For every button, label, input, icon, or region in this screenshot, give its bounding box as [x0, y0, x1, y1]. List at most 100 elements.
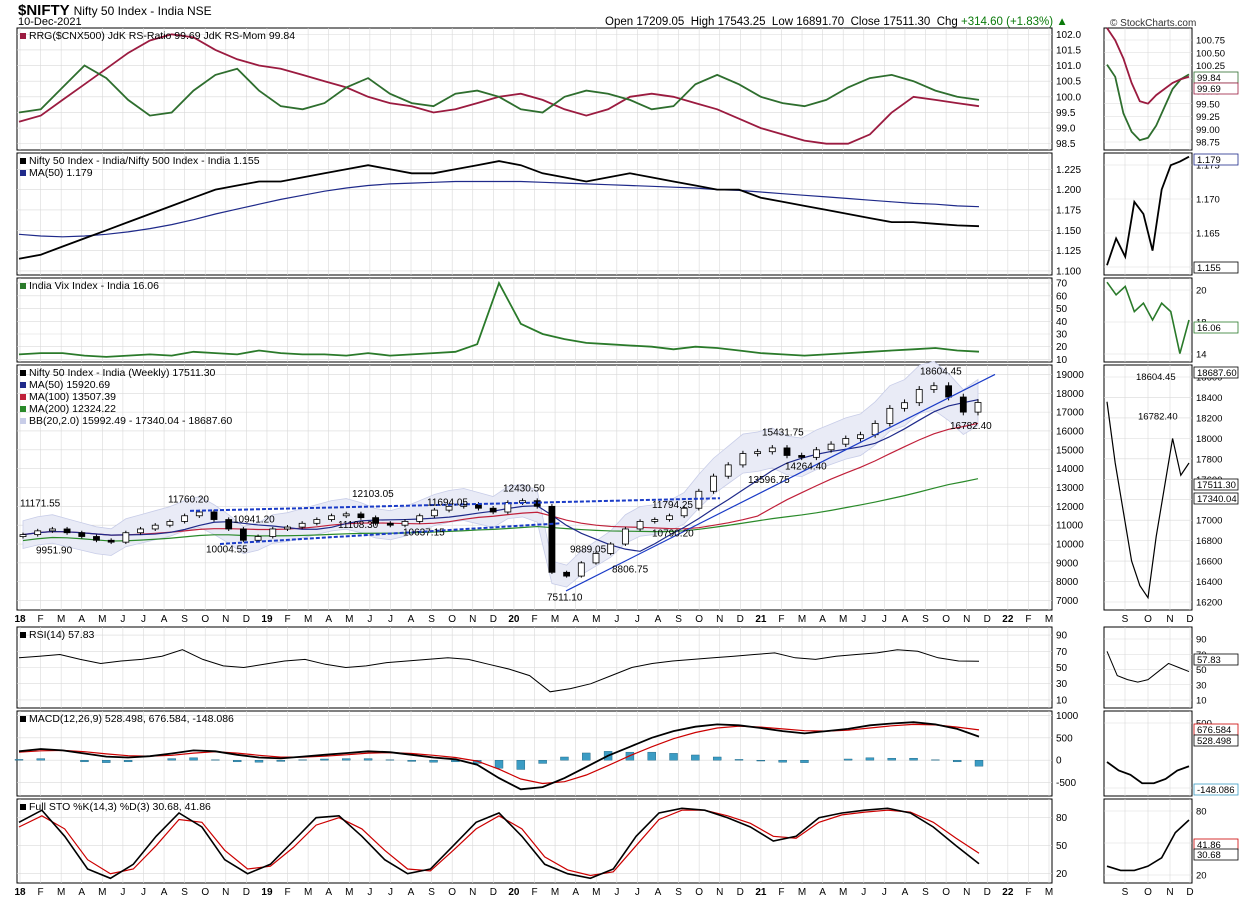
candle-body [974, 402, 982, 413]
side-bb-upper-label-box [1193, 366, 1239, 379]
x-axis-label: O [201, 614, 209, 625]
x-axis-label-bottom: M [345, 887, 353, 898]
candle-body [416, 515, 424, 522]
rrg-mom-line [18, 64, 980, 117]
symbol: $NIFTY [18, 2, 70, 19]
rrg-tick-label: 99.5 [1056, 108, 1076, 119]
rrg-side-tick: 100.75 [1196, 36, 1225, 47]
ratio-legend: Nifty 50 Index - India/Nifty 500 Index -… [29, 155, 260, 167]
x-axis-label: F [38, 614, 44, 625]
candle-body [783, 447, 791, 456]
price-tick-label: 17000 [1056, 408, 1084, 419]
ratio-side-tick: 1.175 [1196, 161, 1220, 172]
candle-body [181, 515, 189, 522]
x-axis-label-bottom: N [963, 887, 970, 898]
side-ratio-label-box [1193, 261, 1239, 274]
macd-hist-bar [538, 760, 547, 764]
x-axis-label: D [490, 614, 497, 625]
price-legend: Nifty 50 Index - India (Weekly) 17511.30 [29, 367, 216, 379]
candle-body [372, 517, 380, 524]
macd-hist-bar [232, 760, 242, 763]
sto-side-tick: 20 [1196, 871, 1207, 882]
price-side-tick: 17000 [1196, 516, 1222, 527]
ratio-tick-label: 1.175 [1056, 205, 1081, 216]
macd-hist-bar [560, 756, 569, 761]
side-sto-k-label-box [1193, 848, 1239, 861]
candle-body [798, 455, 806, 458]
rrg-legend: RRG($CNX500) JdK RS-Ratio 99.69 JdK RS-M… [29, 30, 295, 42]
candle-body [959, 396, 967, 413]
sto-tick-label: 80 [1056, 813, 1068, 824]
ratio-line [18, 160, 980, 260]
price-tick-label: 15000 [1056, 445, 1084, 456]
x-axis-label: J [861, 614, 866, 625]
price-tick-label: 16000 [1056, 426, 1084, 437]
rsi-line [18, 649, 980, 693]
price-annotation: 12430.50 [503, 483, 545, 494]
x-axis-label-bottom: M [798, 887, 806, 898]
side-rrg-mom-label: 99.84 [1197, 73, 1221, 84]
side-rsi-label: 57.83 [1197, 655, 1221, 666]
side-rrg-ratio-line [1106, 27, 1190, 105]
x-axis-label: M [57, 614, 65, 625]
candle-body [827, 443, 835, 451]
candle-body [430, 509, 438, 517]
candle-body [445, 505, 453, 511]
rrg-tick-label: 98.5 [1056, 139, 1076, 150]
price-annotation: 9889.05 [570, 545, 607, 556]
macd-hist-bar [407, 760, 416, 762]
x-axis-label-bottom: A [161, 887, 168, 898]
x-axis-label-bottom: D [984, 887, 991, 898]
side-vix-line [1106, 281, 1190, 354]
side-x-label-bottom: N [1166, 887, 1173, 898]
x-axis-label-bottom: J [120, 887, 125, 898]
x-axis-label: M [592, 614, 600, 625]
x-axis-label-bottom: M [839, 887, 847, 898]
x-axis-label-bottom: S [675, 887, 682, 898]
candle-body [239, 528, 247, 541]
price-annotation: 15431.75 [762, 428, 804, 439]
x-axis-label-bottom: 22 [1002, 887, 1014, 898]
macd-hist-bar [669, 753, 678, 761]
macd-hist-bar [320, 758, 329, 761]
macd-hist-bar [952, 760, 962, 763]
candle-body [357, 513, 365, 519]
x-axis-label: S [675, 614, 682, 625]
side-sto-k-label: 30.68 [1197, 850, 1221, 861]
x-axis-label: A [325, 614, 332, 625]
x-axis-label-bottom: N [469, 887, 476, 898]
low-label: Low [771, 16, 794, 28]
x-axis-label-bottom: J [861, 887, 866, 898]
ratio-side-tick: 1.165 [1196, 229, 1220, 240]
side-x-label: O [1144, 614, 1152, 625]
x-axis-label-bottom: J [635, 887, 640, 898]
candle-body [768, 447, 776, 453]
x-axis-label-bottom: M [57, 887, 65, 898]
x-axis-label: 19 [261, 614, 273, 625]
side-x-label: N [1166, 614, 1173, 625]
x-axis-label-bottom: O [201, 887, 209, 898]
macd-hist-bar [582, 752, 591, 761]
chart-title: $NIFTY Nifty 50 Index - India NSE [18, 2, 212, 19]
macd-hist-bar [647, 751, 656, 761]
macd-hist-bar [254, 760, 264, 763]
x-axis-label: 21 [755, 614, 767, 625]
side-x-label: S [1122, 614, 1129, 625]
side-ratio-label: 1.155 [1197, 263, 1221, 274]
rsi-side-tick: 30 [1196, 680, 1207, 691]
side-rrg-ratio-label: 99.69 [1197, 84, 1221, 95]
candle-body [754, 451, 762, 454]
price-tick-label: 19000 [1056, 370, 1084, 381]
rsi-tick-label: 50 [1056, 663, 1068, 674]
candle-body [93, 536, 100, 541]
macd-legend: MACD(12,26,9) 528.498, 676.584, -148.086 [29, 713, 234, 725]
candle-body [48, 528, 56, 532]
ma100-line [22, 422, 979, 536]
candle-body [739, 453, 747, 466]
macd-hist-bar [363, 758, 373, 761]
sto-k-line [18, 807, 980, 880]
x-axis-label-bottom: O [448, 887, 456, 898]
candle-body [621, 528, 629, 545]
macd-legend-swatch [20, 716, 26, 722]
side-bb-mid-label-box [1193, 492, 1239, 505]
